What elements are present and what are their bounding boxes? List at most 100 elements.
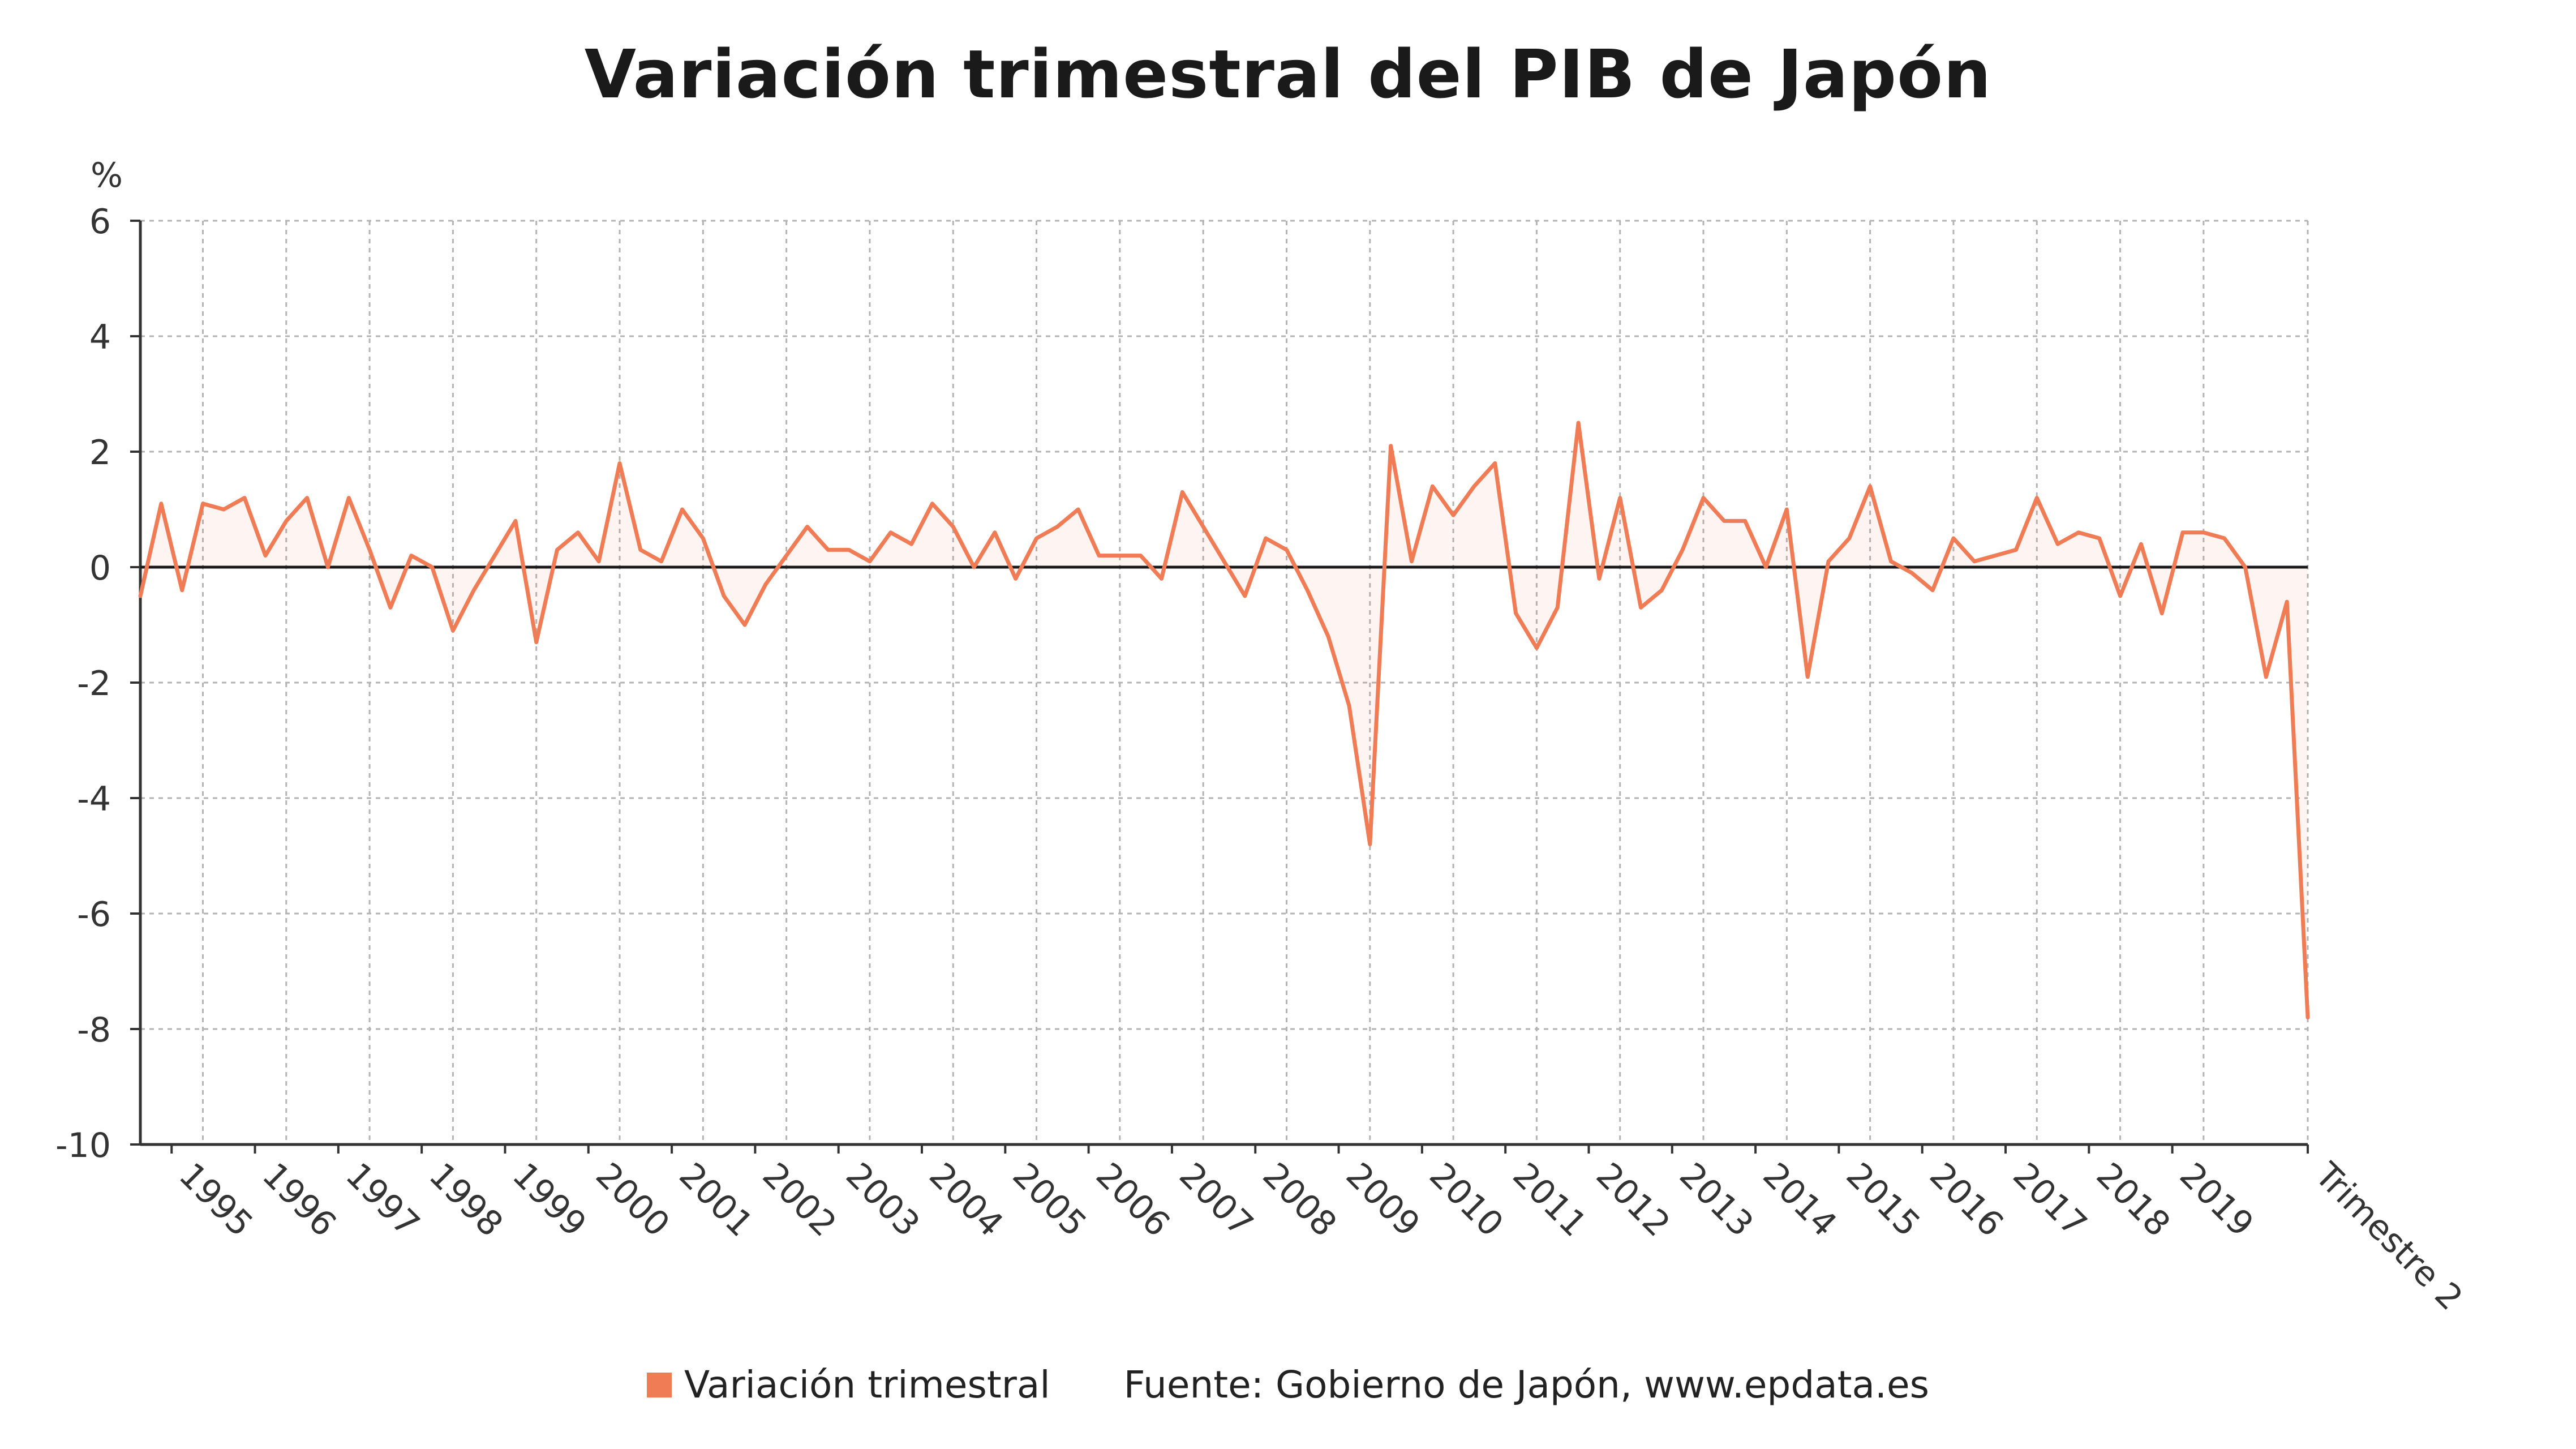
data-point xyxy=(201,501,205,506)
data-point xyxy=(1493,461,1497,465)
data-point xyxy=(659,559,664,564)
data-point xyxy=(1097,554,1101,558)
data-point xyxy=(2118,594,2123,598)
data-point xyxy=(2180,530,2185,535)
data-point xyxy=(805,525,810,529)
data-point xyxy=(1618,496,1622,500)
data-point xyxy=(972,565,976,569)
legend: Variación trimestral Fuente: Gobierno de … xyxy=(0,1363,2576,1407)
data-point xyxy=(847,547,851,552)
x-tick-label: 2016 xyxy=(1922,1155,2011,1244)
data-point xyxy=(242,496,247,500)
data-point xyxy=(346,496,351,500)
data-point xyxy=(1722,518,1727,523)
data-point xyxy=(2201,530,2206,535)
data-point xyxy=(138,594,143,598)
x-tick-label: 2013 xyxy=(1672,1155,1761,1244)
data-point xyxy=(1034,536,1039,541)
data-point xyxy=(430,565,435,569)
data-point xyxy=(409,554,414,558)
x-tick-label: 2000 xyxy=(588,1155,677,1244)
data-point xyxy=(2139,542,2143,546)
y-tick-label: 4 xyxy=(89,318,111,357)
x-tick-label: 1996 xyxy=(255,1155,344,1244)
data-point xyxy=(2243,565,2248,569)
data-point xyxy=(471,588,476,593)
x-tick-label: 2012 xyxy=(1588,1155,1677,1244)
data-point xyxy=(1347,704,1351,708)
x-tick-label: 2008 xyxy=(1255,1155,1344,1244)
data-point xyxy=(1972,559,1977,564)
data-point xyxy=(263,554,268,558)
data-point xyxy=(1534,646,1539,650)
y-tick-label: 6 xyxy=(89,202,111,242)
x-tick-label: 2017 xyxy=(2005,1155,2094,1244)
data-point xyxy=(367,547,372,552)
line-layer xyxy=(138,421,2310,1020)
data-point xyxy=(1826,559,1831,564)
chart-title: Variación trimestral del PIB de Japón xyxy=(584,35,1992,113)
data-point xyxy=(1639,605,1643,610)
y-tick-label: -10 xyxy=(55,1126,111,1165)
data-point xyxy=(325,565,330,569)
y-tick-label: -2 xyxy=(77,664,111,704)
data-point xyxy=(1222,559,1226,564)
source-text: Fuente: Gobierno de Japón, www.epdata.es xyxy=(1123,1363,1929,1407)
data-point xyxy=(2285,599,2289,604)
x-tick-label: 1997 xyxy=(338,1155,427,1244)
data-point xyxy=(450,628,455,633)
data-point xyxy=(1576,421,1581,425)
data-point xyxy=(1743,518,1748,523)
x-tick-label: 2014 xyxy=(1755,1155,1844,1244)
y-tick-label: -6 xyxy=(77,895,111,934)
data-point xyxy=(1076,507,1080,512)
data-point xyxy=(701,536,705,541)
data-point xyxy=(909,542,914,546)
x-tick-label: 1999 xyxy=(505,1155,594,1244)
data-point xyxy=(1993,554,1998,558)
x-tick-label: 2009 xyxy=(1338,1155,1427,1244)
data-point xyxy=(1555,605,1560,610)
series-line xyxy=(138,421,2310,1020)
data-point xyxy=(2076,530,2081,535)
data-point xyxy=(1597,576,1602,581)
x-tick-label: 2005 xyxy=(1005,1155,1094,1244)
data-point xyxy=(492,554,497,558)
data-point xyxy=(1201,525,1205,529)
data-point xyxy=(2222,536,2227,541)
x-tick-label: 2015 xyxy=(1839,1155,1927,1244)
x-tick-label: 1998 xyxy=(422,1155,510,1244)
x-tick-label: 2003 xyxy=(838,1155,927,1244)
data-point xyxy=(2159,611,2164,616)
legend-series-label: Variación trimestral xyxy=(684,1363,1050,1407)
x-tick-label: 1995 xyxy=(171,1155,260,1244)
data-point xyxy=(1285,547,1289,552)
grid-layer xyxy=(140,220,2309,1144)
data-point xyxy=(513,518,518,523)
data-point xyxy=(159,501,164,506)
data-point xyxy=(221,507,226,512)
data-point xyxy=(1659,588,1664,593)
x-tick-label: 2006 xyxy=(1088,1155,1177,1244)
data-point xyxy=(617,461,622,465)
data-point xyxy=(1868,484,1873,488)
data-point xyxy=(1389,444,1393,448)
data-point xyxy=(1514,611,1518,616)
data-point xyxy=(576,530,580,535)
data-point xyxy=(1847,536,1852,541)
data-point xyxy=(388,605,393,610)
data-point xyxy=(2034,496,2039,500)
data-point xyxy=(534,640,539,645)
data-point xyxy=(2013,547,2018,552)
data-point xyxy=(951,525,955,529)
data-point xyxy=(1889,559,1894,564)
data-point xyxy=(993,530,997,535)
data-point xyxy=(888,530,893,535)
data-point xyxy=(596,559,601,564)
data-point xyxy=(1055,525,1059,529)
data-point xyxy=(2264,675,2268,679)
fill-layer xyxy=(140,423,2308,1018)
data-point xyxy=(1409,559,1414,564)
x-tick-label: 2001 xyxy=(671,1155,760,1244)
